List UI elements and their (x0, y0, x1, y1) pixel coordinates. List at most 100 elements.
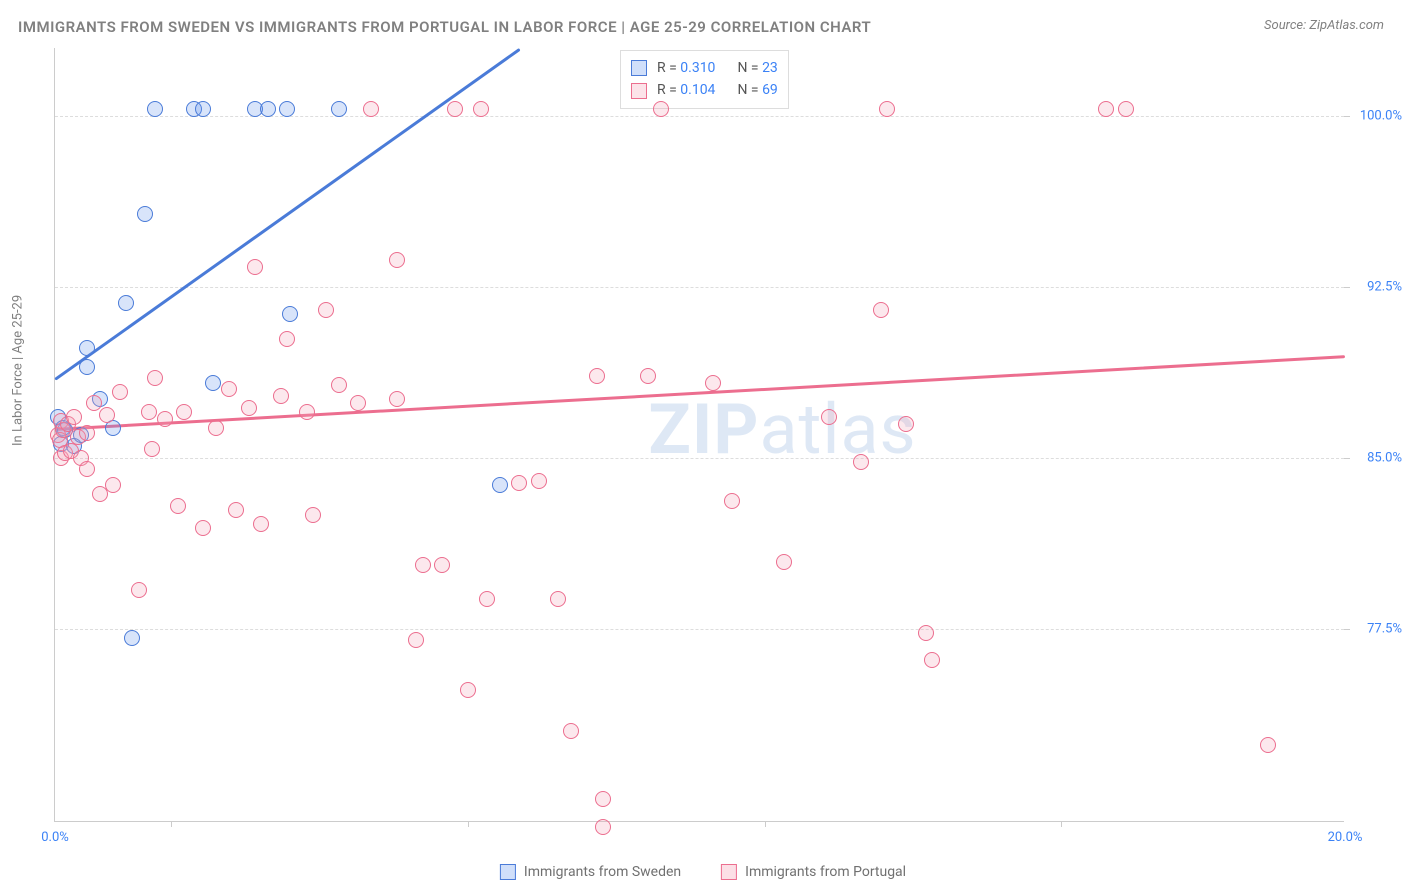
trend-line (55, 355, 1345, 430)
data-point (241, 400, 257, 416)
data-point (124, 630, 140, 646)
data-point (479, 591, 495, 607)
correlation-stats-box: R = 0.310N = 23R = 0.104N = 69 (620, 50, 789, 109)
y-tick-mark (1344, 116, 1350, 117)
y-tick-label: 92.5% (1367, 280, 1402, 295)
x-tick-mark (765, 821, 766, 827)
data-point (79, 461, 95, 477)
stats-row: R = 0.104N = 69 (631, 79, 778, 101)
data-point (260, 101, 276, 117)
data-point (473, 101, 489, 117)
legend-item: Immigrants from Portugal (721, 864, 906, 880)
legend-swatch (721, 864, 737, 880)
data-point (563, 723, 579, 739)
data-point (282, 306, 298, 322)
data-point (595, 819, 611, 835)
data-point (79, 340, 95, 356)
data-point (208, 420, 224, 436)
stats-row: R = 0.310N = 23 (631, 57, 778, 79)
data-point (331, 101, 347, 117)
data-point (492, 477, 508, 493)
data-point (705, 375, 721, 391)
data-point (415, 557, 431, 573)
data-point (531, 473, 547, 489)
stats-swatch (631, 83, 647, 99)
data-point (118, 295, 134, 311)
data-point (331, 377, 347, 393)
legend: Immigrants from Sweden Immigrants from Po… (500, 864, 906, 880)
y-tick-mark (1344, 629, 1350, 630)
data-point (195, 101, 211, 117)
data-point (141, 404, 157, 420)
data-point (821, 409, 837, 425)
data-point (460, 682, 476, 698)
data-point (879, 101, 895, 117)
data-point (550, 591, 566, 607)
x-tick-label: 20.0% (1328, 830, 1363, 845)
data-point (350, 395, 366, 411)
gridline-horizontal (55, 287, 1344, 288)
data-point (898, 416, 914, 432)
gridline-horizontal (55, 458, 1344, 459)
y-tick-label: 85.0% (1367, 450, 1402, 465)
data-point (247, 259, 263, 275)
data-point (221, 381, 237, 397)
data-point (640, 368, 656, 384)
data-point (511, 475, 527, 491)
x-tick-mark (171, 821, 172, 827)
data-point (279, 331, 295, 347)
data-point (589, 368, 605, 384)
data-point (653, 101, 669, 117)
y-tick-mark (1344, 287, 1350, 288)
data-point (157, 411, 173, 427)
data-point (137, 206, 153, 222)
data-point (595, 791, 611, 807)
x-tick-mark (468, 821, 469, 827)
legend-item: Immigrants from Sweden (500, 864, 681, 880)
data-point (434, 557, 450, 573)
data-point (389, 252, 405, 268)
gridline-horizontal (55, 629, 1344, 630)
data-point (205, 375, 221, 391)
data-point (228, 502, 244, 518)
data-point (776, 554, 792, 570)
data-point (79, 359, 95, 375)
data-point (144, 441, 160, 457)
data-point (924, 652, 940, 668)
legend-swatch (500, 864, 516, 880)
data-point (389, 391, 405, 407)
data-point (105, 420, 121, 436)
data-point (724, 493, 740, 509)
data-point (195, 520, 211, 536)
data-point (66, 409, 82, 425)
plot-area: ZIPatlas R = 0.310N = 23R = 0.104N = 69 … (54, 48, 1344, 822)
data-point (147, 370, 163, 386)
data-point (105, 477, 121, 493)
data-point (273, 388, 289, 404)
stats-swatch (631, 60, 647, 76)
data-point (408, 632, 424, 648)
data-point (253, 516, 269, 532)
data-point (99, 407, 115, 423)
x-tick-label: 0.0% (41, 830, 69, 845)
y-tick-mark (1344, 458, 1350, 459)
data-point (79, 425, 95, 441)
data-point (1260, 737, 1276, 753)
data-point (279, 101, 295, 117)
y-axis-label: In Labor Force | Age 25-29 (11, 295, 26, 446)
chart-title: IMMIGRANTS FROM SWEDEN VS IMMIGRANTS FRO… (18, 18, 871, 36)
gridline-horizontal (55, 116, 1344, 117)
y-tick-label: 100.0% (1360, 109, 1402, 124)
data-point (447, 101, 463, 117)
data-point (918, 625, 934, 641)
data-point (131, 582, 147, 598)
x-tick-mark (1061, 821, 1062, 827)
data-point (873, 302, 889, 318)
data-point (176, 404, 192, 420)
data-point (363, 101, 379, 117)
data-point (299, 404, 315, 420)
data-point (1098, 101, 1114, 117)
data-point (305, 507, 321, 523)
data-point (853, 454, 869, 470)
y-tick-label: 77.5% (1367, 621, 1402, 636)
